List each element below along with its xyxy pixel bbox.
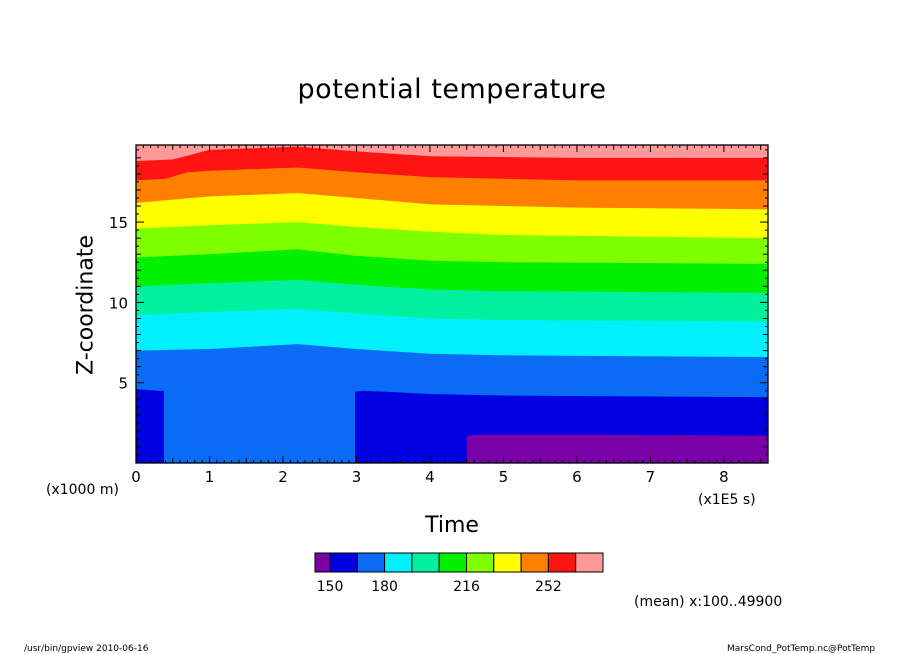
colorbar-swatch (384, 552, 413, 573)
contour-notch-region (163, 388, 355, 463)
x-tick-label: 5 (499, 468, 509, 486)
colorbar-swatch (575, 552, 604, 573)
y-axis-label: Z-coordinate (73, 235, 99, 375)
contour-fill-group (136, 145, 768, 463)
footer-right: MarsCond_PotTemp.nc@PotTemp (727, 644, 876, 654)
footer-left: /usr/bin/gpview 2010-06-16 (24, 644, 149, 654)
colorbar-label: 150 (317, 579, 344, 595)
colorbar-swatch (520, 552, 549, 573)
x-axis-label: Time (425, 513, 479, 538)
x-tick-label: 4 (425, 468, 435, 486)
x-tick-label: 0 (131, 468, 141, 486)
colorbar-swatch (314, 552, 331, 573)
y-tick-label: 10 (109, 294, 128, 312)
x-axis-unit: (x1E5 s) (698, 492, 756, 508)
colorbar-swatch (329, 552, 358, 573)
colorbar-label: 252 (535, 579, 562, 595)
contour-band-0 (466, 434, 768, 463)
x-tick-label: 8 (719, 468, 729, 486)
colorbar-swatch (547, 552, 577, 573)
colorbar-swatch (493, 552, 522, 573)
x-tick-label: 3 (352, 468, 362, 486)
x-tick-label: 1 (205, 468, 215, 486)
chart-title: potential temperature (297, 74, 607, 105)
colorbar-swatch (466, 552, 495, 573)
y-tick-label: 15 (109, 214, 128, 232)
colorbar-swatch (438, 552, 468, 573)
colorbar-swatch (411, 552, 440, 573)
x-tick-label: 2 (278, 468, 288, 486)
x-tick-label: 7 (646, 468, 656, 486)
colorbar-swatch (356, 552, 386, 573)
x-tick-label: 6 (572, 468, 582, 486)
mean-note: (mean) x:100..49900 (634, 594, 783, 610)
y-axis-unit: (x1000 m) (46, 482, 119, 498)
y-tick-label: 5 (118, 375, 128, 393)
colorbar-label: 180 (371, 579, 398, 595)
colorbar-label: 216 (453, 579, 480, 595)
